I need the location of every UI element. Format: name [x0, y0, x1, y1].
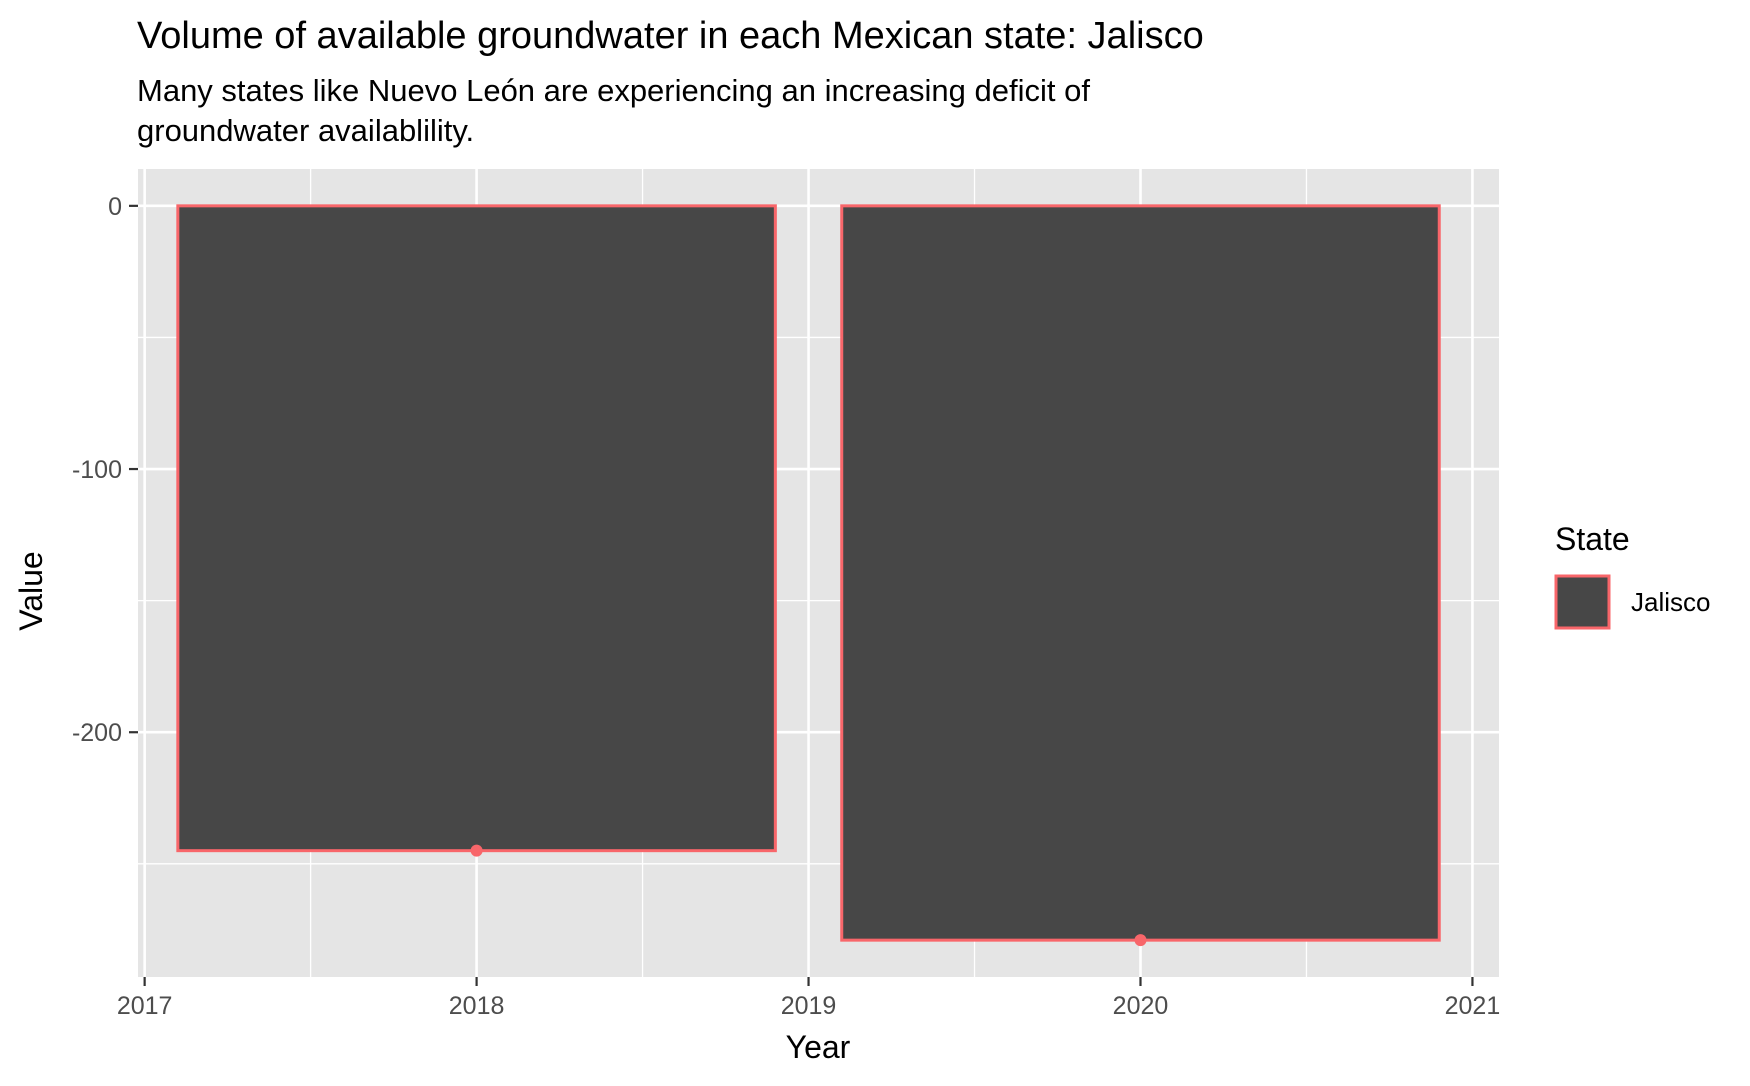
y-tick-label: 0: [108, 193, 122, 221]
bar-2018: [176, 204, 777, 853]
y-tick-label: -200: [72, 719, 122, 747]
bar-2020: [840, 204, 1441, 942]
point-2020: [1134, 934, 1147, 947]
y-axis: 0 -100 -200: [72, 193, 138, 747]
x-tick-label: 2020: [1113, 992, 1169, 1020]
legend-key-jalisco: [1554, 574, 1611, 630]
bars: [176, 204, 1441, 942]
legend-label-jalisco: Jalisco: [1631, 587, 1710, 617]
chart-title: Volume of available groundwater in each …: [137, 15, 1204, 57]
x-axis-label: Year: [786, 1029, 851, 1065]
x-tick-label: 2021: [1445, 992, 1501, 1020]
chart-subtitle-line-1: Many states like Nuevo León are experien…: [137, 73, 1090, 108]
legend: State Jalisco: [1554, 521, 1710, 630]
points: [470, 844, 1147, 947]
y-tick-label: -100: [72, 456, 122, 484]
x-tick-label: 2019: [781, 992, 837, 1020]
x-axis: 2017 2018 2019 2020 2021: [117, 977, 1500, 1020]
x-tick-label: 2018: [449, 992, 505, 1020]
chart-subtitle-line-2: groundwater availablility.: [137, 113, 474, 148]
legend-title: State: [1555, 521, 1630, 557]
x-tick-label: 2017: [117, 992, 173, 1020]
point-2018: [470, 844, 483, 857]
y-axis-label: Value: [13, 551, 49, 630]
